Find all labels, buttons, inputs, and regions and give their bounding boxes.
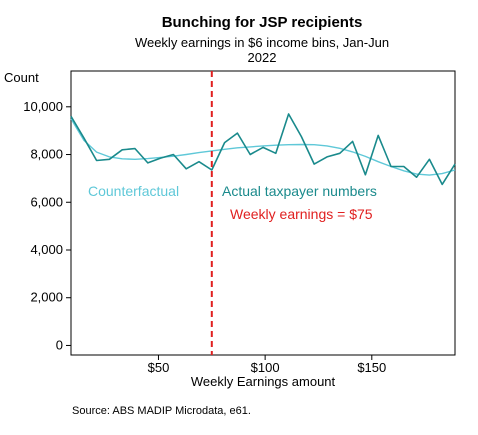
chart-title: Bunching for JSP recipients <box>162 14 363 31</box>
y-tick-label: 6,000 <box>30 194 63 209</box>
x-axis-ticks: $50 $100 $150 <box>148 355 386 375</box>
plot-frame <box>70 70 456 356</box>
series-layer <box>70 113 456 186</box>
counterfactual-annotation: Counterfactual <box>88 183 179 199</box>
source-note: Source: ABS MADIP Microdata, e61. <box>72 405 251 417</box>
y-tick-label: 0 <box>56 337 63 352</box>
y-tick-label: 8,000 <box>30 147 63 162</box>
y-tick-label: 10,000 <box>23 99 63 114</box>
chart-subtitle-line2: 2022 <box>248 50 277 65</box>
y-tick-label: 2,000 <box>30 290 63 305</box>
y-axis-label: Count <box>4 70 39 85</box>
x-tick-label: $50 <box>148 360 170 375</box>
x-tick-label: $150 <box>357 360 386 375</box>
actual-series-line <box>70 113 456 186</box>
y-tick-label: 4,000 <box>30 242 63 257</box>
threshold-annotation: Weekly earnings = $75 <box>230 206 373 222</box>
x-tick-label: $100 <box>251 360 280 375</box>
y-axis-ticks: 0 2,000 4,000 6,000 8,000 10,000 <box>23 99 71 352</box>
x-axis-label: Weekly Earnings amount <box>191 374 336 389</box>
actual-annotation: Actual taxpayer numbers <box>222 183 377 199</box>
chart-subtitle-line1: Weekly earnings in $6 income bins, Jan-J… <box>135 35 389 50</box>
